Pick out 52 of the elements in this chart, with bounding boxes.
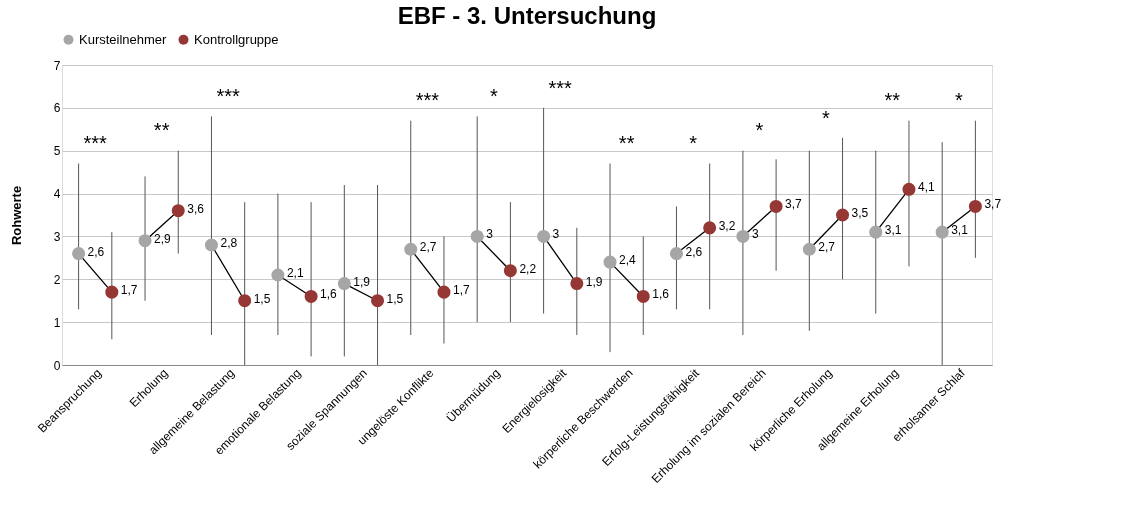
y-tick-label: 7 [53,58,61,73]
data-label: 3,7 [984,197,1002,212]
legend-label: Kursteilnehmer [79,31,168,47]
data-label: 2,9 [154,231,172,246]
data-label: 2,4 [619,253,637,268]
data-label: 1,7 [452,283,470,298]
data-label: 1,5 [253,291,271,306]
annotation: ** [618,132,635,155]
annotation: * [489,85,498,108]
data-label: 4,1 [917,180,935,195]
annotation: *** [83,132,108,155]
data-label: 1,6 [320,287,338,302]
y-tick-label: 6 [53,101,61,116]
data-label: 2,6 [87,244,105,259]
data-label: 2,7 [818,240,836,255]
data-label: 3 [751,227,759,242]
annotation: ** [884,89,901,112]
data-label: 1,5 [386,291,404,306]
data-label: 3 [552,227,560,242]
data-label: 3 [486,227,494,242]
data-label: 1,9 [353,274,371,289]
data-label: 3,1 [951,223,969,238]
chart-title: EBF - 3. Untersuchung [397,2,657,29]
data-label: 2,7 [419,240,437,255]
legend-label: Kontrollgruppe [194,31,279,47]
data-label: 3,6 [187,201,205,216]
y-tick-label: 2 [53,272,61,287]
data-label: 3,5 [851,206,869,220]
annotation: * [689,132,698,155]
data-label: 1,7 [120,283,138,298]
data-label: 2,8 [220,236,238,250]
data-label: 3,2 [718,218,736,233]
annotation: * [954,89,963,112]
data-label: 1,9 [585,274,603,289]
y-tick-label: 5 [53,144,61,159]
data-label: 3,1 [884,223,902,238]
annotation: *** [216,85,240,108]
data-label: 2,1 [286,266,304,280]
y-tick-label: 4 [53,187,61,202]
y-axis-title: Rohwerte [8,185,24,246]
y-tick-label: 0 [53,358,61,373]
y-tick-label: 1 [53,315,61,330]
data-label: 1,6 [652,287,670,302]
annotation: * [822,106,831,129]
annotation: *** [548,76,573,99]
data-label: 2,2 [519,261,537,276]
annotation: *** [415,89,440,112]
data-label: 2,6 [685,244,703,259]
annotation: ** [153,119,170,142]
annotation: * [755,119,764,142]
y-tick-label: 3 [53,229,61,244]
data-label: 3,7 [785,197,803,212]
